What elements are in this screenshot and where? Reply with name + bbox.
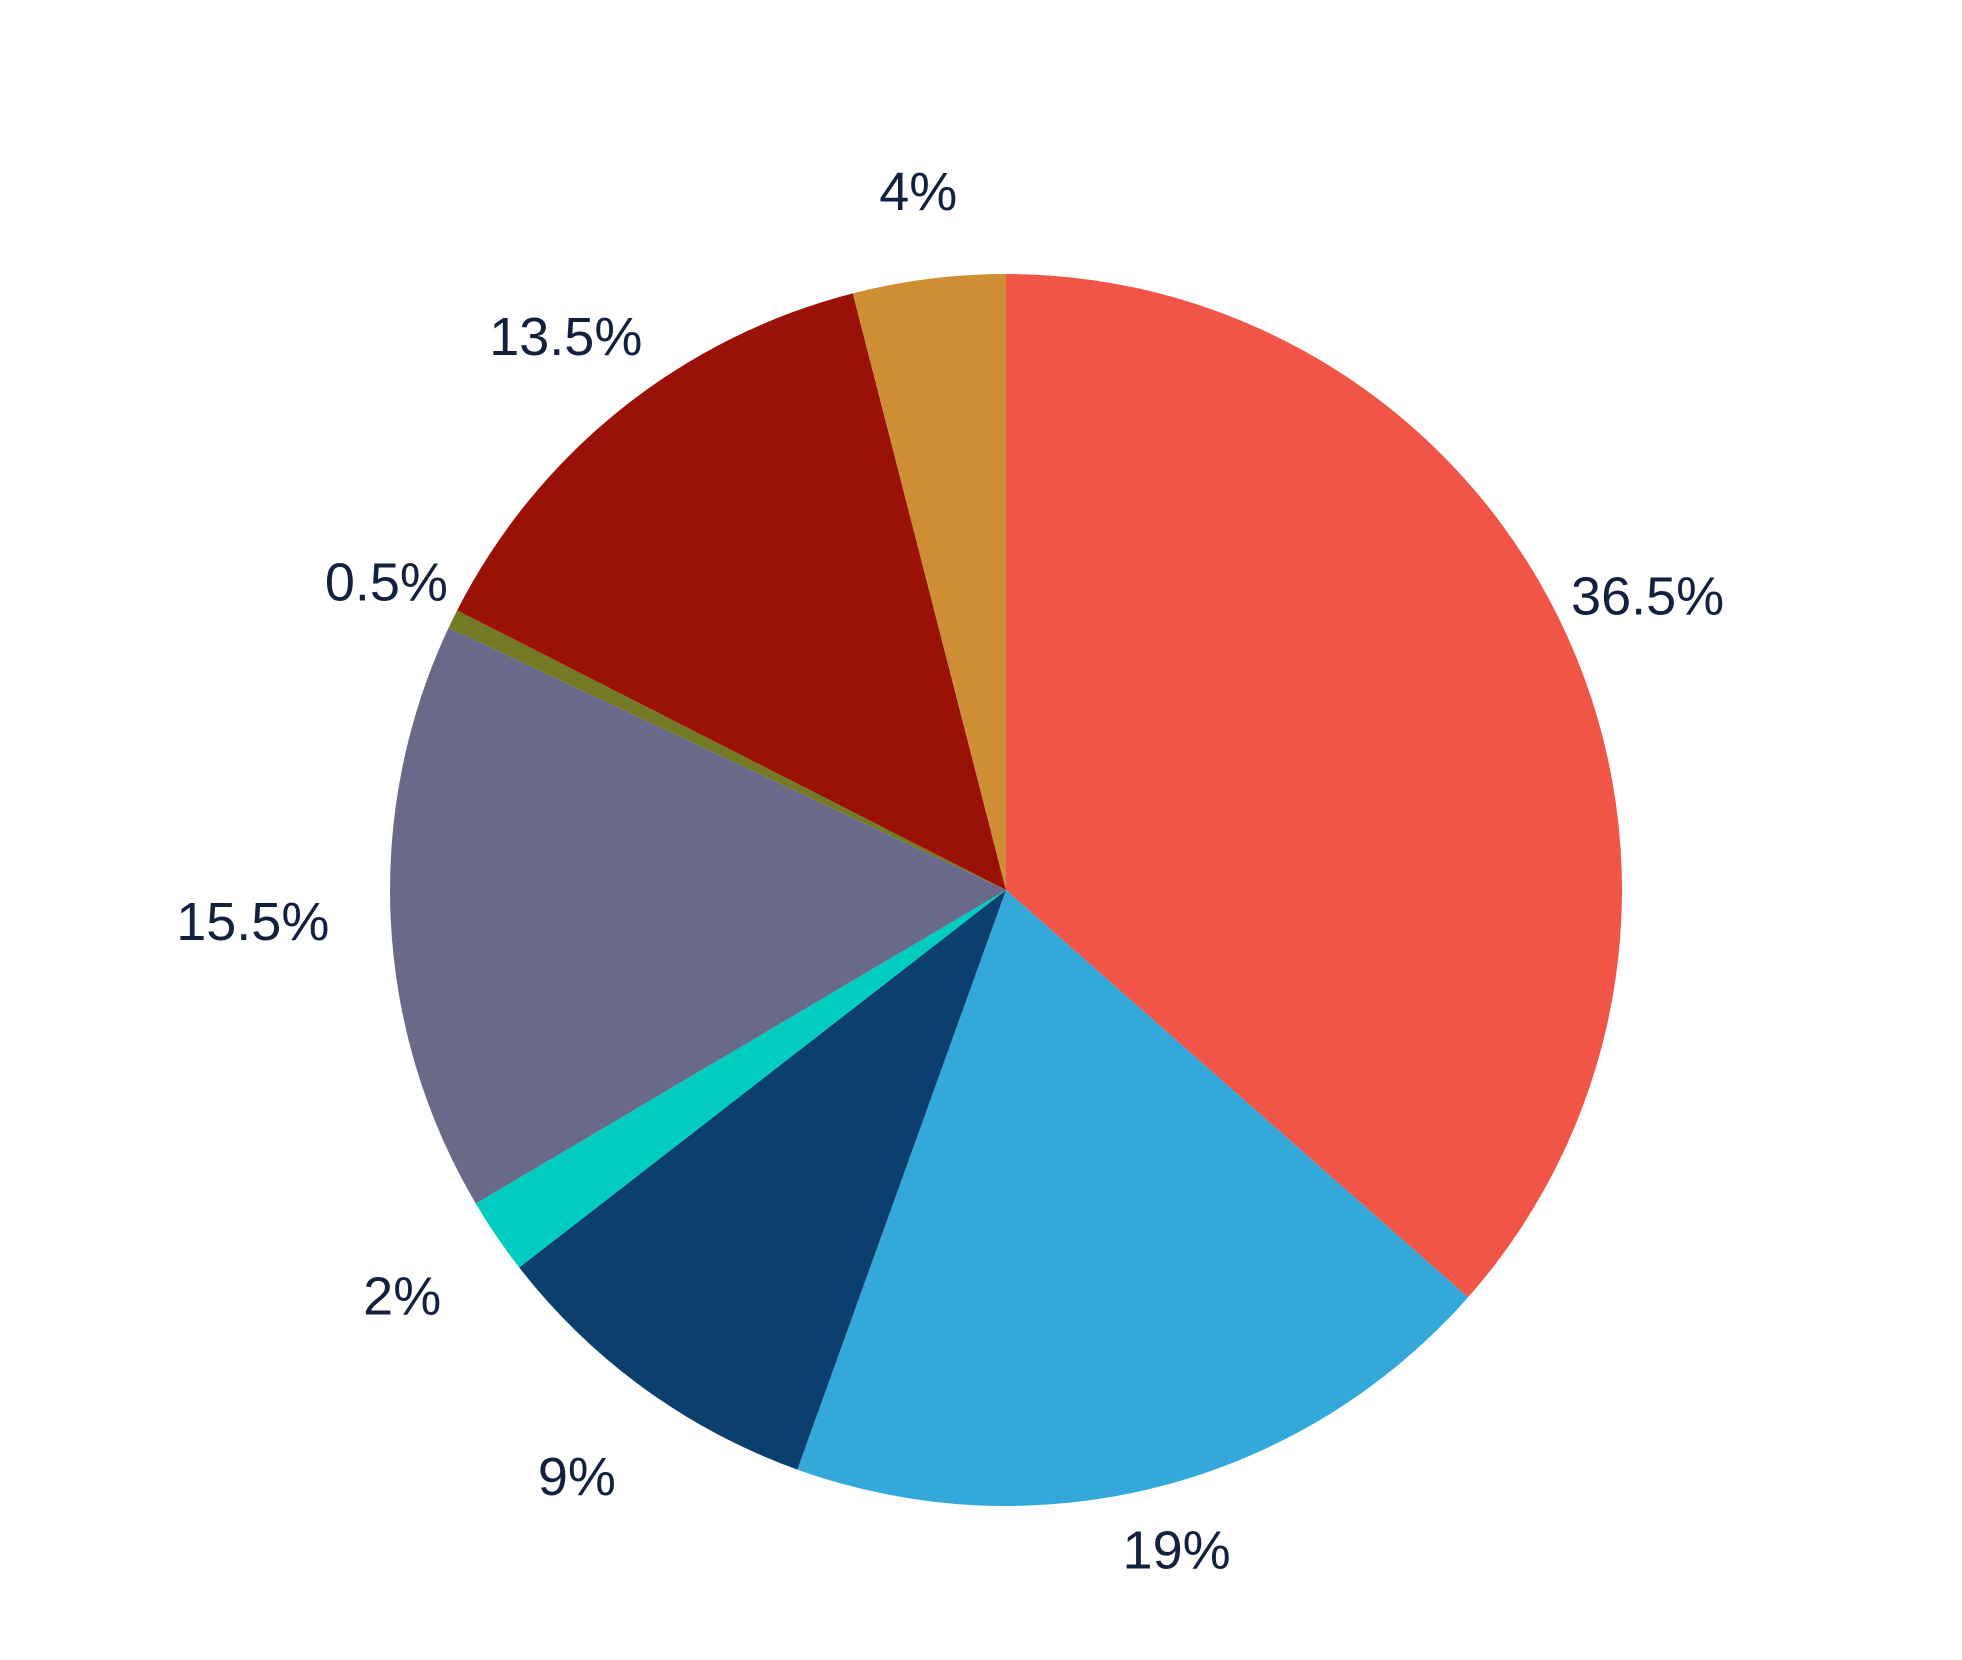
pie-slice [852, 274, 1006, 890]
pie-slice [519, 890, 1006, 1470]
pie-slice [1006, 274, 1623, 1298]
pie-slice [448, 610, 1006, 890]
data-label: 9% [538, 1447, 616, 1507]
data-label: 2% [363, 1267, 441, 1327]
data-label: 15.5% [176, 892, 329, 952]
pie-labels: 36.5% 19% 9% 2% 15.5% 0.5% 13.5% 4% [176, 162, 1724, 1581]
data-label: 36.5% [1571, 567, 1724, 627]
pie-slice [475, 890, 1006, 1268]
pie-slice [457, 293, 1006, 891]
pie-slice [390, 627, 1007, 1204]
pie-slice [797, 890, 1469, 1506]
data-label: 0.5% [325, 553, 448, 613]
data-label: 19% [1123, 1521, 1231, 1581]
data-label: 4% [879, 162, 957, 222]
pie-slices [390, 274, 1623, 1506]
data-label: 13.5% [489, 307, 642, 367]
